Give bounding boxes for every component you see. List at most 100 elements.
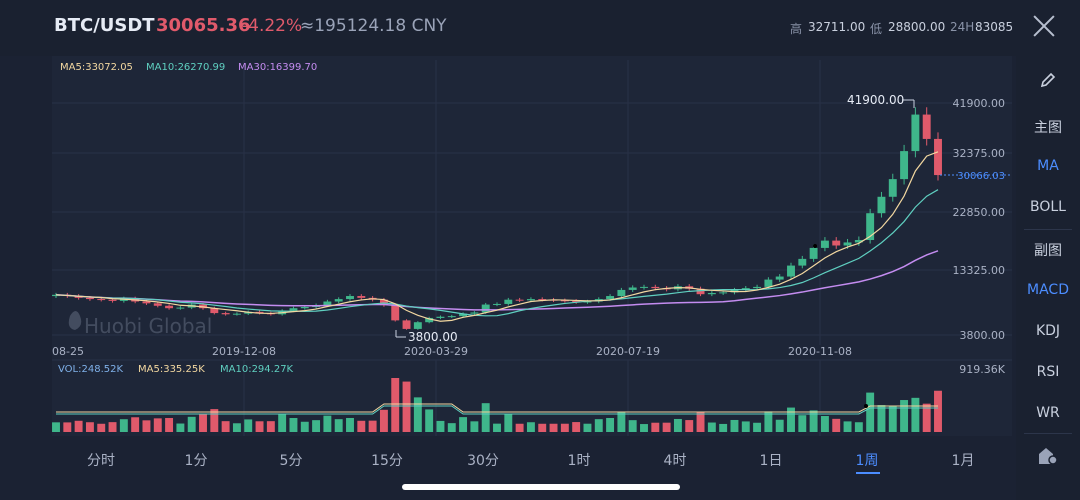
date-tick: 2019-12-08 [212,345,276,358]
candle-body [425,317,434,323]
volume-bar [379,409,388,432]
volume-bar [312,420,321,432]
volume-bar [119,419,128,432]
candle-body [357,296,366,298]
volume-bar [583,423,592,432]
candle-body [346,296,354,300]
candle-body [854,240,863,243]
candle-body [436,316,445,318]
candle-body [572,300,581,303]
candle-body [900,151,909,180]
timeframe-tab[interactable]: 分时 [87,453,115,469]
volume-bar [63,422,72,432]
timeframe-tab[interactable]: 1日 [759,453,783,469]
volume-bar [334,419,343,432]
candle-body [888,179,897,197]
candle-body [334,299,343,302]
volume-bar [300,421,309,432]
candle-body [877,196,886,214]
volume-bar [922,403,931,432]
volume-ma10-line [56,405,938,415]
candle-body [798,258,807,266]
volume-bar [74,420,83,432]
volume-bar [832,418,841,432]
volume-bar [244,419,253,432]
watermark-logo: Huobi Global [68,311,212,338]
candlestick-chart[interactable]: Huobi Global 41900.00 32375.00 22850.00 … [0,0,1016,440]
volume-bar [753,422,762,432]
indicator-macd[interactable]: MACD [1027,282,1069,298]
volume-bar [323,415,332,432]
candle-body [481,304,490,313]
current-price-tag: 30066.03 [957,171,1005,182]
volume-bar [560,423,569,432]
timeframe-tab[interactable]: 15分 [371,453,403,469]
low-value: 28800.00 [888,20,946,34]
volume-bar [628,420,637,432]
candle-body [323,301,332,306]
candle-body [515,299,524,301]
candle-body [617,289,626,297]
volume-bar [459,417,468,432]
volume-bar [640,424,648,432]
volume-bar [131,417,140,432]
candle-body [142,301,151,304]
volume-24h-label: 24H [950,20,975,34]
candle-body [289,308,298,311]
candle-body [470,312,479,314]
candle-body [255,311,264,314]
indicator-wr[interactable]: WR [1036,405,1060,421]
candle-body [493,303,501,305]
ma10-line [55,189,939,317]
volume-bar [775,419,784,432]
indicator-kdj[interactable]: KDJ [1035,323,1061,339]
candle-body [640,286,648,288]
home-indicator[interactable] [402,484,680,490]
candle-body [210,308,219,314]
volume-bar [176,423,185,432]
candle-body [934,138,942,176]
candle-body [606,296,615,300]
timeframe-tab[interactable]: 30分 [467,453,499,469]
volume-bar [413,397,422,432]
timeframe-tab[interactable]: 1分 [184,453,208,469]
volume-bar [820,416,829,432]
volume-bar [108,422,117,432]
sidebar-divider [1024,433,1072,434]
timeframe-tab[interactable]: 1时 [567,453,591,469]
high-value: 32711.00 [808,20,866,34]
volume-bar [741,421,750,432]
volume-bar [911,397,920,432]
volume-bar [289,418,298,432]
trading-pair[interactable]: BTC/USDT [54,15,155,36]
volume-bar [606,417,615,432]
pencil-icon[interactable] [1016,70,1080,94]
settings-icon[interactable] [1016,446,1080,470]
timeframe-tab[interactable]: 4时 [663,453,687,469]
volume-bar [357,420,366,432]
volume-bar [764,411,773,432]
candle-body [402,320,411,329]
indicator-boll[interactable]: BOLL [1030,199,1066,215]
close-icon[interactable] [1030,12,1058,40]
low-marker-label: 3800.00 [408,330,458,344]
volume-bar [685,420,694,432]
ma5-legend: MA5:33072.05 [60,62,133,73]
timeframe-tab[interactable]: 5分 [279,453,303,469]
timeframe-tab-active[interactable]: 1周 [855,453,879,469]
volume-bar [888,405,897,432]
candle-body [379,299,388,306]
timeframe-tab[interactable]: 1月 [951,453,975,469]
ma10-legend: MA10:26270.99 [146,62,226,73]
indicator-ma[interactable]: MA [1037,158,1059,174]
candle-body [719,292,728,294]
indicator-rsi[interactable]: RSI [1036,364,1060,380]
date-tick: 2020-07-19 [596,345,660,358]
candle-body [459,313,468,317]
volume-bar [854,422,863,432]
volume-bar [900,400,909,432]
marker-dot [813,244,817,248]
high-label: 高 [790,22,803,36]
candle-body [843,242,852,246]
volume-bar [549,423,558,432]
